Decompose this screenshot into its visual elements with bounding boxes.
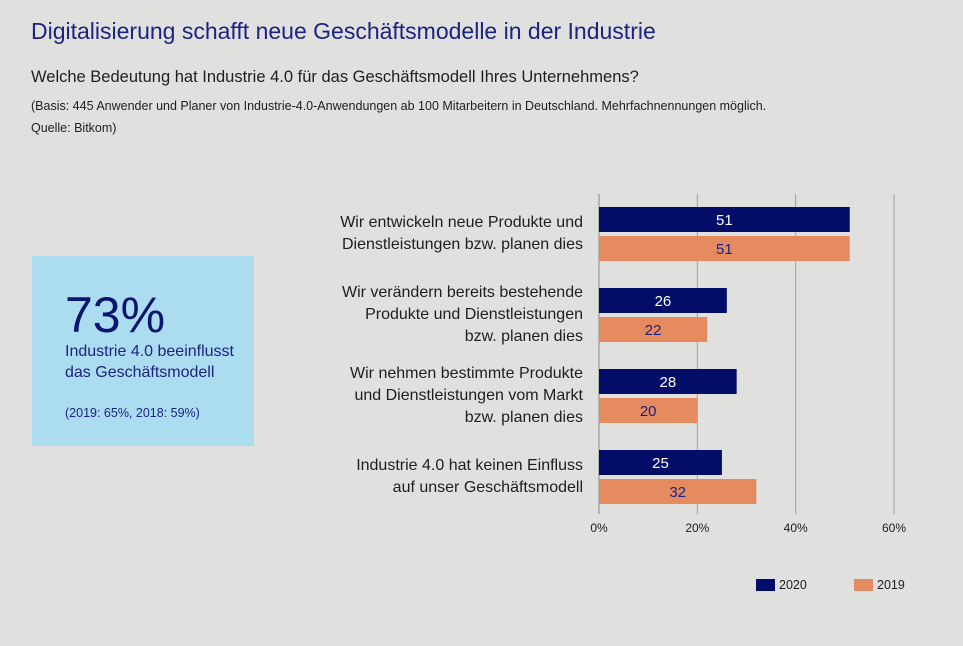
- legend-swatch-2020: [756, 579, 775, 591]
- legend-item-2020: 2020: [756, 578, 807, 592]
- category-label-line: Wir nehmen bestimmte Produkte: [350, 365, 583, 382]
- chart-title: Digitalisierung schafft neue Geschäftsmo…: [31, 18, 656, 44]
- legend-swatch-2019: [854, 579, 873, 591]
- category-label-line: bzw. planen dies: [464, 328, 583, 345]
- bar-2019: [599, 479, 757, 504]
- category-label-line: Wir entwickeln neue Produkte und: [340, 214, 583, 231]
- legend-label-2020: 2020: [779, 578, 807, 592]
- bar-2020: [599, 450, 722, 475]
- category-label-line: Produkte und Dienstleistungen: [365, 306, 583, 323]
- category-label: Wir verändern bereits bestehende Produkte…: [342, 282, 583, 348]
- category-label: Industrie 4.0 hat keinen Einfluss auf uns…: [356, 455, 583, 499]
- bar-value-label: 28: [659, 374, 676, 391]
- bar-2020: [599, 369, 737, 394]
- kpi-box: 73% Industrie 4.0 beeinflusst das Geschä…: [32, 256, 254, 446]
- kpi-value: 73%: [65, 287, 166, 343]
- bar-2019: [599, 398, 698, 423]
- bar-2020: [599, 288, 727, 313]
- category-label-line: Wir verändern bereits bestehende: [341, 284, 583, 301]
- x-tick-label: 60%: [882, 521, 906, 535]
- x-tick-label: 40%: [784, 521, 808, 535]
- bar-value-label: 25: [652, 455, 669, 472]
- bar-value-label: 32: [669, 484, 686, 501]
- legend-item-2019: 2019: [854, 578, 905, 592]
- bar-2019: [599, 317, 708, 342]
- bar-value-label: 26: [655, 293, 672, 310]
- category-label-line: Dienstleistungen bzw. planen dies: [341, 236, 583, 253]
- bar-value-label: 51: [716, 241, 733, 258]
- legend-label-2019: 2019: [877, 578, 905, 592]
- category-label-line: auf unser Geschäftsmodell: [392, 479, 583, 496]
- bar-2019: [599, 236, 850, 261]
- category-label-line: Industrie 4.0 hat keinen Einfluss: [356, 457, 583, 474]
- kpi-text: Industrie 4.0 beeinflusst das Geschäftsm…: [65, 343, 234, 381]
- source-note: (Basis: 445 Anwender und Planer von Indu…: [31, 99, 767, 135]
- category-label-line: bzw. planen dies: [464, 409, 583, 426]
- category-label: Wir entwickeln neue Produkte und Dienstle…: [340, 212, 583, 256]
- bar-2020: [599, 207, 850, 232]
- bar-value-label: 22: [645, 322, 662, 339]
- category-label: Wir nehmen bestimmte Produkte und Dienstl…: [350, 363, 583, 429]
- chart-subtitle: Welche Bedeutung hat Industrie 4.0 für d…: [31, 68, 639, 86]
- bar-value-label: 20: [640, 403, 657, 420]
- x-tick-label: 0%: [590, 521, 608, 535]
- x-tick-label: 20%: [685, 521, 709, 535]
- kpi-comparison: (2019: 65%, 2018: 59%): [65, 406, 200, 420]
- bar-value-label: 51: [716, 212, 733, 229]
- category-label-line: und Dienstleistungen vom Markt: [354, 387, 583, 404]
